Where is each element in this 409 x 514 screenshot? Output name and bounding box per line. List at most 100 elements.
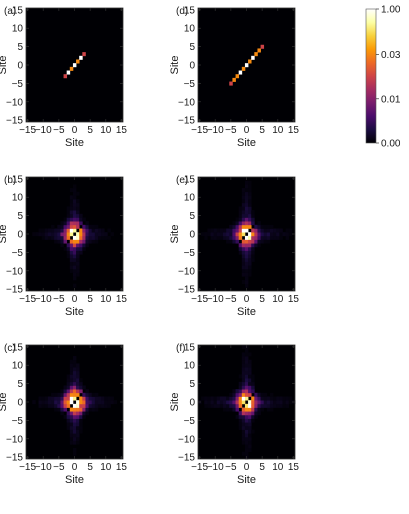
heatmap-cell xyxy=(69,268,74,273)
heatmap-cell xyxy=(229,81,233,86)
heatmap-cell xyxy=(232,232,236,237)
heatmap-cell xyxy=(38,232,42,237)
heatmap-cell xyxy=(254,52,258,57)
heatmap-cell xyxy=(82,232,86,237)
heatmap-cell xyxy=(266,232,271,237)
heatmap-cell xyxy=(251,414,255,419)
heatmap-cell xyxy=(260,407,265,412)
y-tick-label: 0 xyxy=(17,398,23,409)
heatmap-cell xyxy=(226,403,230,408)
colorbar-tick-label: 0.03 xyxy=(381,50,401,61)
heatmap-cell xyxy=(51,396,55,401)
heatmap-cell xyxy=(269,403,274,408)
y-tick-label: −5 xyxy=(184,79,196,90)
heatmap-cell xyxy=(248,265,252,270)
heatmap-cell xyxy=(94,235,99,240)
heatmap-cell xyxy=(32,400,36,405)
heatmap-cell xyxy=(66,70,71,75)
heatmap-cell xyxy=(69,250,74,255)
heatmap-cell xyxy=(251,210,255,215)
heatmap-cell xyxy=(241,243,246,248)
heatmap-cell xyxy=(76,235,80,240)
heatmap-cell xyxy=(248,59,252,64)
heatmap-cell xyxy=(244,191,249,196)
heatmap-cell xyxy=(241,392,246,397)
heatmap-cell xyxy=(244,411,249,416)
x-tick-label: 5 xyxy=(259,462,265,473)
heatmap-cell xyxy=(273,235,277,240)
heatmap-cell xyxy=(63,246,68,251)
y-tick-label: 0 xyxy=(17,230,23,241)
heatmap-cell xyxy=(248,374,252,379)
heatmap-cell xyxy=(263,392,268,397)
heatmap-cell xyxy=(248,221,252,226)
heatmap-cell xyxy=(91,407,96,412)
heatmap-cell xyxy=(248,217,252,222)
heatmap-cell xyxy=(244,381,249,386)
heatmap-cell xyxy=(66,411,71,416)
heatmap-cell xyxy=(63,414,68,419)
heatmap-cell xyxy=(226,396,230,401)
y-tick-label: −10 xyxy=(178,434,195,445)
heatmap-cell xyxy=(223,232,227,237)
heatmap-cell xyxy=(248,444,252,449)
heatmap-cell xyxy=(244,180,249,185)
heatmap-cell xyxy=(69,213,74,218)
heatmap-cell xyxy=(248,195,252,200)
heatmap-cell xyxy=(204,396,208,401)
heatmap-cell xyxy=(241,210,246,215)
heatmap-cell xyxy=(238,213,243,218)
heatmap-cell xyxy=(248,359,252,364)
heatmap-cell xyxy=(57,235,61,240)
heatmap-cell xyxy=(104,400,108,405)
x-tick-label: 5 xyxy=(87,294,93,305)
heatmap-cell xyxy=(254,243,258,248)
heatmap-cell xyxy=(251,55,255,60)
heatmap-cell xyxy=(104,396,108,401)
heatmap-cell xyxy=(229,224,233,229)
heatmap-cell xyxy=(69,228,74,233)
heatmap-cell xyxy=(79,381,83,386)
x-tick-label: 10 xyxy=(272,462,284,473)
y-tick-label: 0 xyxy=(189,398,195,409)
heatmap-cell xyxy=(279,396,283,401)
heatmap-cell xyxy=(241,414,246,419)
heatmap-cell xyxy=(82,52,86,57)
heatmap-cell xyxy=(60,411,64,416)
heatmap-cell xyxy=(244,348,249,353)
y-tick-label: −15 xyxy=(178,285,195,296)
heatmap-cell xyxy=(263,232,268,237)
heatmap-cell xyxy=(57,239,61,244)
x-tick-label: 0 xyxy=(72,125,78,136)
heatmap-cell xyxy=(82,392,86,397)
heatmap-cell xyxy=(107,403,111,408)
heatmap-cell xyxy=(235,217,240,222)
heatmap-cell xyxy=(66,425,71,430)
heatmap-cell xyxy=(54,407,58,412)
x-tick-label: 5 xyxy=(259,125,265,136)
heatmap-cell xyxy=(257,396,261,401)
panel-label: (a) xyxy=(4,6,16,17)
y-tick-label: 10 xyxy=(184,24,196,35)
heatmap-cell xyxy=(76,374,80,379)
heatmap-cell xyxy=(79,243,83,248)
heatmap-cell xyxy=(79,403,83,408)
x-axis-label: Site xyxy=(237,306,256,318)
heatmap-cell xyxy=(257,400,261,405)
y-axis-label: Site xyxy=(0,225,9,244)
heatmap-cells xyxy=(198,345,296,460)
heatmap-cell xyxy=(223,407,227,412)
heatmap-cell xyxy=(72,385,77,390)
heatmap-cell xyxy=(57,400,61,405)
heatmap-cell xyxy=(229,392,233,397)
heatmap-cell xyxy=(257,224,261,229)
x-tick-label: −15 xyxy=(19,125,36,136)
heatmap-cell xyxy=(91,235,96,240)
heatmap-cell xyxy=(241,224,246,229)
heatmap-cell xyxy=(241,228,246,233)
x-tick-label: 10 xyxy=(100,125,112,136)
heatmap-cell xyxy=(244,276,249,281)
heatmap-cell xyxy=(276,228,280,233)
heatmap-cell xyxy=(69,265,74,270)
y-tick-label: −10 xyxy=(178,97,195,108)
